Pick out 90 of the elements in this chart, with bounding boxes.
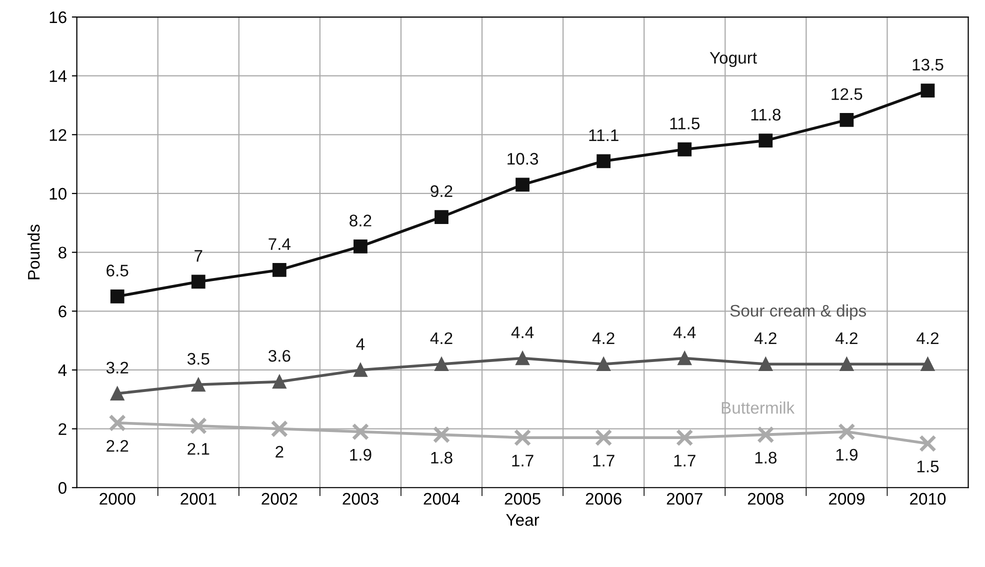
point [919, 434, 936, 452]
x-tick-label: 2002 [262, 492, 298, 505]
data-label: 3.2 [106, 362, 128, 374]
data-label: 1.5 [917, 460, 939, 472]
y-tick-label: 0 [58, 482, 66, 494]
y-tick-label: 2 [58, 423, 66, 435]
y-tick-label: 4 [58, 364, 67, 376]
point [190, 417, 208, 435]
point [191, 378, 206, 392]
point [432, 426, 450, 444]
y-tick-label: 10 [50, 188, 66, 200]
data-label: 4.4 [673, 326, 696, 338]
data-label: 11.8 [751, 108, 781, 121]
point [516, 351, 530, 366]
point [110, 289, 124, 304]
data-label: 1.8 [755, 452, 777, 464]
point [840, 113, 854, 127]
point [514, 428, 532, 446]
point [758, 134, 773, 148]
point [596, 357, 611, 372]
point [191, 274, 206, 289]
x-tick-label: 2001 [180, 492, 216, 505]
data-label: 7 [194, 250, 202, 262]
x-tick-label: 2008 [748, 492, 784, 505]
point [920, 357, 935, 372]
point [838, 423, 856, 440]
data-label: 9.2 [430, 185, 452, 198]
data-label: 1.7 [593, 454, 614, 466]
data-label: 7.4 [268, 238, 291, 250]
point [434, 210, 448, 224]
data-label: 8.2 [350, 214, 372, 226]
point [756, 426, 774, 444]
x-axis-title: Year [506, 514, 540, 526]
point [676, 428, 694, 446]
data-label: 4.2 [754, 332, 776, 344]
data-label: 3.5 [187, 352, 210, 365]
point [354, 239, 368, 254]
data-label: 1.9 [836, 448, 858, 461]
data-label: 11.1 [589, 130, 618, 142]
point [434, 357, 448, 372]
x-tick-label: 2000 [100, 492, 136, 505]
point [678, 142, 692, 156]
y-tick-label: 12 [50, 129, 66, 141]
y-axis-title: Pounds [27, 224, 40, 280]
data-label: 1.7 [512, 454, 534, 466]
data-label: 4.2 [835, 332, 858, 344]
point [758, 357, 773, 372]
y-tick-label: 6 [58, 306, 66, 318]
data-label: 1.8 [431, 452, 452, 464]
point [678, 351, 692, 366]
point [272, 374, 286, 389]
text: Sour cream & dips [730, 304, 866, 320]
x-tick-label: 2004 [424, 492, 460, 505]
x-tick-label: 2007 [666, 492, 702, 505]
data-label: 2.2 [106, 440, 128, 452]
x-tick-label: 2009 [829, 492, 864, 505]
point [354, 363, 368, 377]
data-label: 4.4 [511, 326, 534, 338]
point [108, 414, 126, 432]
data-label: 4.2 [430, 332, 452, 344]
data-label: 2.1 [188, 442, 210, 455]
x-tick-label: 2010 [910, 492, 946, 505]
x-tick-label: 2006 [586, 492, 622, 505]
data-label: 10.3 [508, 152, 538, 165]
x-tick-label: 2003 [342, 492, 378, 505]
data-label: 4 [356, 338, 365, 350]
data-label: 1.7 [674, 454, 696, 466]
data-label: 11.5 [670, 118, 700, 130]
data-label: 3.6 [268, 350, 290, 362]
point [594, 428, 612, 446]
y-tick-label: 16 [50, 11, 66, 24]
data-label: 13.5 [912, 58, 944, 71]
point [516, 178, 530, 192]
data-label: 12.5 [832, 88, 862, 100]
data-label: 2 [276, 446, 284, 458]
y-tick-label: 14 [50, 70, 67, 82]
data-label: 6.5 [106, 264, 128, 276]
point [110, 386, 124, 400]
text: Yogurt [710, 52, 757, 68]
point [920, 84, 935, 98]
point [596, 154, 611, 168]
x-tick-label: 2005 [504, 492, 540, 505]
data-label: 1.9 [350, 448, 372, 461]
y-tick-label: 8 [58, 246, 66, 259]
point [840, 357, 854, 372]
data-label: 4.2 [592, 332, 614, 344]
point [352, 423, 370, 440]
point [272, 263, 286, 277]
data-label: 4.2 [916, 332, 938, 344]
point [270, 420, 288, 438]
